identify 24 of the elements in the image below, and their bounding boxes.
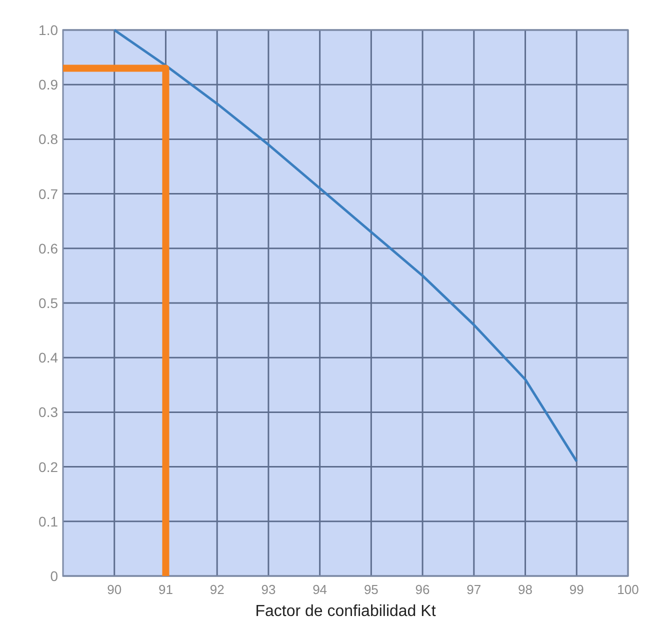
x-tick-label: 91 bbox=[158, 582, 173, 597]
x-tick-label: 90 bbox=[107, 582, 122, 597]
y-tick-label: 1.0 bbox=[38, 22, 58, 38]
y-tick-label: 0.5 bbox=[38, 295, 58, 311]
x-tick-label: 92 bbox=[210, 582, 224, 597]
x-axis-title: Factor de confiabilidad Kt bbox=[255, 603, 436, 620]
y-tick-label: 0.4 bbox=[38, 350, 58, 366]
x-tick-label: 93 bbox=[261, 582, 276, 597]
y-tick-label: 0.3 bbox=[38, 404, 58, 420]
y-tick-label: 0.1 bbox=[38, 513, 58, 530]
line-series bbox=[113, 28, 578, 463]
y-tick-label: 0.2 bbox=[38, 458, 58, 475]
x-tick-label: 98 bbox=[518, 582, 533, 597]
y-tick-label: 0.7 bbox=[38, 186, 58, 202]
x-tick-label: 100 bbox=[617, 582, 639, 597]
y-tick-label: 0 bbox=[50, 568, 58, 584]
y-tick-label: 0.6 bbox=[38, 240, 58, 256]
y-tick-label: 0.9 bbox=[38, 76, 58, 93]
x-tick-label: 95 bbox=[364, 582, 378, 597]
x-tick-label: 94 bbox=[312, 582, 328, 597]
x-tick-label: 96 bbox=[415, 582, 430, 597]
x-tick-label: 97 bbox=[466, 582, 482, 597]
y-tick-label: 0.8 bbox=[38, 131, 58, 148]
x-tick-label: 99 bbox=[569, 582, 584, 597]
